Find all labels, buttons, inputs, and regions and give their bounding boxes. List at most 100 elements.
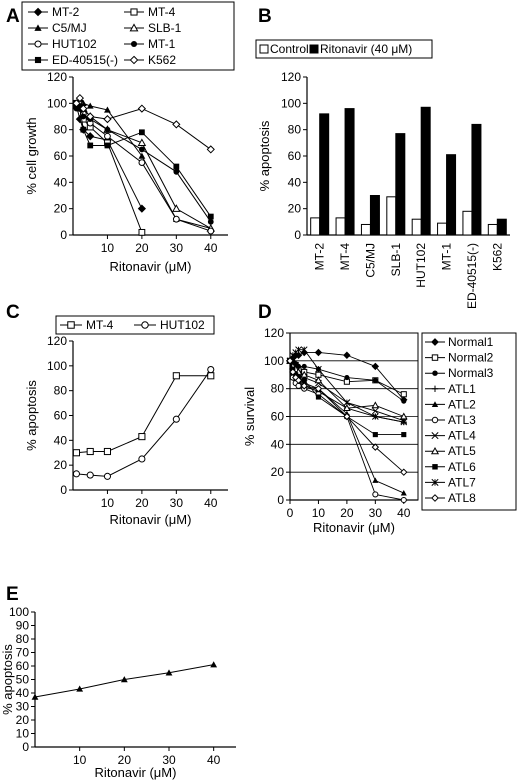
y-tick-label: 40 (54, 433, 68, 447)
data-point (207, 365, 215, 374)
legend-label-hut102: HUT102 (52, 37, 97, 51)
data-point (314, 376, 323, 384)
data-point (372, 477, 379, 483)
bar-ritonavir-40-m-k562 (496, 218, 507, 236)
y-tick-label: 90 (16, 619, 30, 633)
data-point (210, 661, 218, 668)
panel-label-b: B (258, 6, 272, 27)
bar-control-k562 (487, 223, 498, 236)
bar-control-mt-1 (437, 222, 448, 236)
data-point (371, 413, 379, 420)
x-category-label: K562 (490, 243, 504, 271)
data-point (72, 470, 81, 478)
data-point (138, 129, 145, 136)
y-axis-label: % apoptosis (257, 120, 272, 191)
legend-marker (431, 432, 439, 440)
data-point (371, 362, 380, 371)
y-tick-label: 120 (47, 70, 67, 84)
data-point (138, 152, 146, 159)
legend-label-mt-1: MT-1 (148, 37, 176, 51)
x-tick-label: 10 (101, 241, 115, 255)
legend-label-atl6: ATL6 (448, 460, 476, 474)
y-tick-label: 20 (271, 465, 285, 479)
data-point (86, 447, 94, 456)
y-tick-label: 100 (47, 96, 67, 110)
data-point (286, 357, 294, 365)
data-point (138, 159, 146, 166)
bar-control-slb-1 (386, 196, 397, 236)
legend-label-atl5: ATL5 (448, 444, 476, 458)
data-point (289, 368, 297, 376)
y-tick-label: 60 (288, 149, 302, 163)
y-tick-label: 120 (281, 70, 301, 84)
y-tick-label: 100 (281, 96, 301, 110)
data-point (295, 382, 302, 389)
x-axis-label: Ritonavir (μM) (95, 765, 177, 780)
data-point (371, 401, 380, 409)
legend-marker (141, 321, 149, 329)
legend-marker (431, 354, 439, 361)
y-tick-label: 100 (9, 605, 29, 619)
data-point (400, 496, 407, 504)
x-tick-label: 30 (162, 753, 176, 767)
legend-marker (33, 7, 43, 17)
data-point (207, 213, 214, 220)
data-point (86, 471, 94, 479)
y-tick-label: 20 (54, 202, 68, 216)
data-point (86, 102, 94, 109)
data-point (315, 394, 321, 400)
legend-label-atl3: ATL3 (448, 413, 476, 427)
data-point (103, 115, 112, 124)
data-point (104, 106, 111, 113)
data-point (400, 418, 408, 426)
y-axis-label: % apoptosis (24, 380, 39, 451)
legend-label-control: Control (270, 42, 309, 56)
legend-label-atl8: ATL8 (448, 491, 476, 505)
data-point (400, 468, 408, 476)
data-point (72, 449, 81, 457)
x-tick-label: 40 (397, 506, 411, 520)
data-point (401, 432, 407, 438)
legend-marker (430, 446, 440, 455)
y-tick-label: 20 (16, 713, 30, 727)
x-tick-label: 10 (312, 506, 326, 520)
y-tick-label: 60 (16, 659, 30, 673)
y-tick-label: 40 (54, 175, 68, 189)
data-point (172, 415, 180, 423)
y-tick-label: 60 (271, 410, 285, 424)
x-tick-label: 20 (118, 753, 132, 767)
data-point (165, 669, 173, 676)
series-k562 (72, 93, 215, 154)
bar-ritonavir-40-m-c5-mj (369, 195, 380, 236)
data-point (343, 404, 351, 412)
y-tick-label: 0 (277, 493, 284, 507)
y-tick-label: 0 (294, 228, 301, 242)
data-point (137, 104, 146, 113)
x-tick-label: 40 (204, 241, 218, 255)
data-point (372, 432, 378, 438)
legend-label-slb-1: SLB-1 (148, 21, 182, 35)
legend-marker (129, 55, 139, 65)
y-axis-label: % apoptosis (0, 644, 15, 715)
panel-label-d: D (258, 302, 272, 323)
legend-marker (432, 464, 438, 470)
panel-label-a: A (6, 6, 20, 27)
bar-ritonavir-40-m-slb-1 (395, 133, 406, 236)
data-point (76, 685, 84, 692)
y-tick-label: 20 (54, 458, 68, 472)
data-point (301, 363, 307, 369)
legend-label-normal2: Normal2 (448, 351, 494, 365)
x-tick-label: 10 (73, 753, 87, 767)
data-point (300, 382, 308, 390)
data-point (301, 377, 307, 383)
data-point (104, 142, 111, 149)
data-point (104, 126, 111, 133)
bar-control-mt-2 (310, 217, 321, 236)
legend-label-k562: K562 (148, 53, 176, 67)
data-point (207, 227, 215, 235)
legend-label-normal3: Normal3 (448, 366, 494, 380)
x-tick-label: 40 (207, 753, 221, 767)
data-point (137, 138, 147, 147)
